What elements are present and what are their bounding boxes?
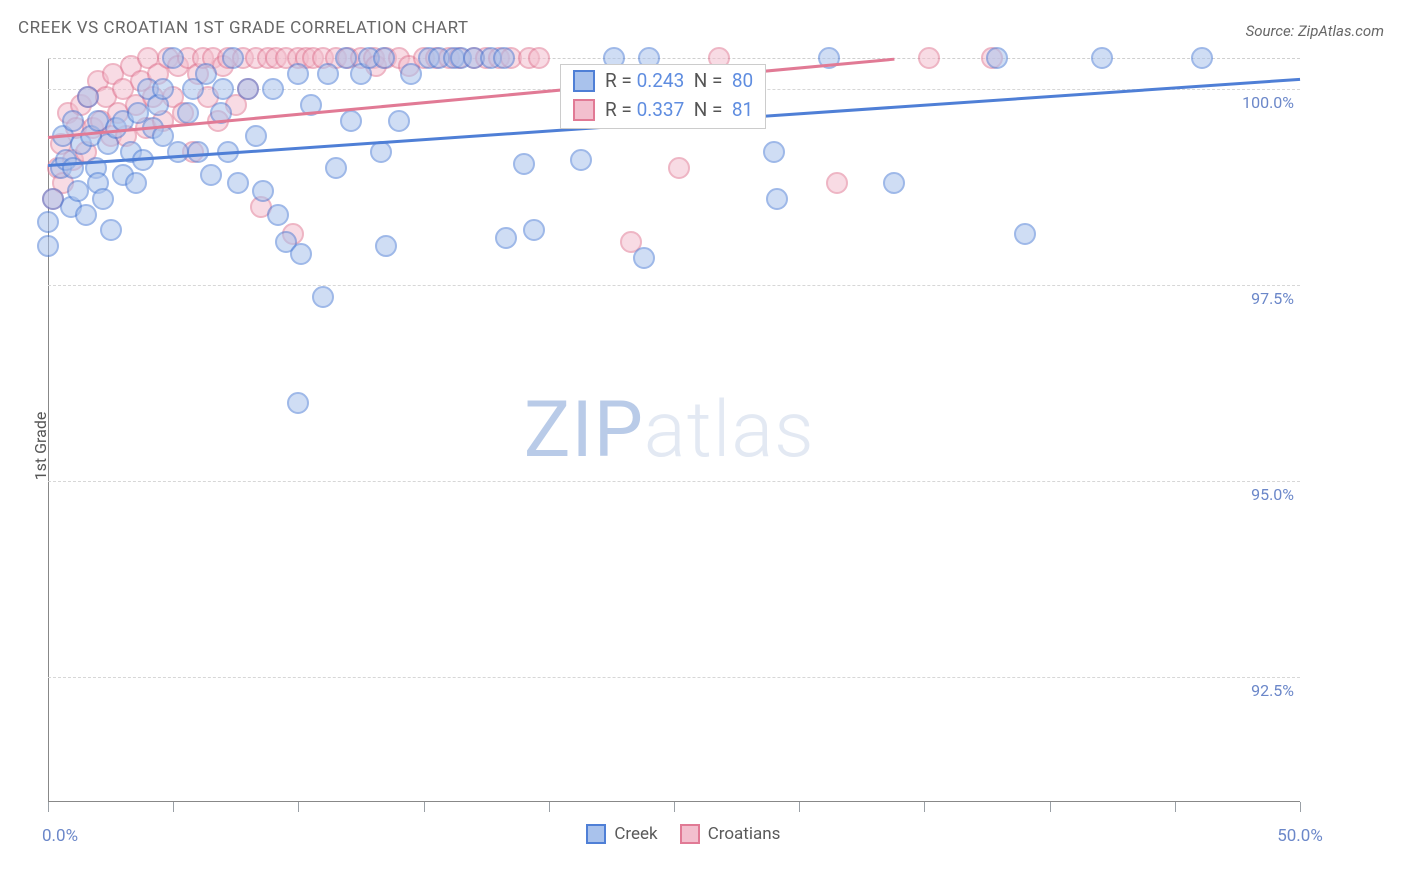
y-tick-label: 100.0% <box>1224 93 1294 112</box>
x-tick <box>799 802 800 812</box>
scatter-point-creek <box>1191 47 1213 69</box>
scatter-point-creek <box>287 63 309 85</box>
legend-swatch <box>586 824 606 844</box>
scatter-point-creek <box>340 110 362 132</box>
series-legend-item: Creek <box>586 824 657 844</box>
scatter-point-creek <box>373 47 395 69</box>
scatter-point-croatians <box>528 47 550 69</box>
scatter-point-creek <box>883 172 905 194</box>
scatter-point-creek <box>77 86 99 108</box>
scatter-point-creek <box>167 141 189 163</box>
scatter-point-creek <box>523 219 545 241</box>
scatter-point-creek <box>37 235 59 257</box>
x-tick <box>1175 802 1176 812</box>
scatter-point-creek <box>152 78 174 100</box>
scatter-point-croatians <box>826 172 848 194</box>
scatter-point-creek <box>267 204 289 226</box>
gridline-y <box>48 677 1300 678</box>
scatter-point-creek <box>495 227 517 249</box>
scatter-point-creek <box>262 78 284 100</box>
scatter-point-creek <box>237 78 259 100</box>
x-tick <box>173 802 174 812</box>
correlation-legend: R = 0.243 N = 80R = 0.337 N = 81 <box>560 64 766 129</box>
scatter-point-creek <box>100 219 122 241</box>
series-legend-label: Creek <box>614 824 657 844</box>
scatter-point-creek <box>200 164 222 186</box>
scatter-point-creek <box>177 102 199 124</box>
x-tick-label-left: 0.0% <box>42 826 78 846</box>
source-attribution: Source: ZipAtlas.com <box>1246 22 1384 40</box>
y-tick-label: 92.5% <box>1224 681 1294 700</box>
x-tick <box>424 802 425 812</box>
scatter-point-creek <box>513 153 535 175</box>
scatter-point-creek <box>252 180 274 202</box>
scatter-point-creek <box>37 211 59 233</box>
scatter-point-creek <box>62 157 84 179</box>
legend-text: R = 0.337 N = 81 <box>605 96 753 125</box>
x-tick <box>1300 802 1301 812</box>
scatter-point-creek <box>766 188 788 210</box>
scatter-point-creek <box>62 110 84 132</box>
scatter-point-croatians <box>918 47 940 69</box>
scatter-point-creek <box>1091 47 1113 69</box>
scatter-point-creek <box>222 47 244 69</box>
gridline-y <box>48 481 1300 482</box>
scatter-point-creek <box>92 188 114 210</box>
watermark: ZIPatlas <box>524 385 815 476</box>
x-tick <box>674 802 675 812</box>
scatter-point-creek <box>570 149 592 171</box>
scatter-point-creek <box>287 392 309 414</box>
series-legend-item: Croatians <box>680 824 781 844</box>
scatter-point-creek <box>195 63 217 85</box>
scatter-point-creek <box>125 172 147 194</box>
x-tick <box>1050 802 1051 812</box>
scatter-point-creek <box>388 110 410 132</box>
scatter-point-creek <box>763 141 785 163</box>
legend-text: R = 0.243 N = 80 <box>605 67 753 96</box>
series-legend: Creek Croatians <box>586 824 780 844</box>
scatter-point-creek <box>187 141 209 163</box>
scatter-point-creek <box>1014 223 1036 245</box>
scatter-point-creek <box>325 157 347 179</box>
y-tick-label: 95.0% <box>1224 485 1294 504</box>
legend-swatch <box>573 70 595 92</box>
x-tick <box>924 802 925 812</box>
legend-swatch <box>680 824 700 844</box>
chart-title: CREEK VS CROATIAN 1ST GRADE CORRELATION … <box>18 18 469 38</box>
gridline-y <box>48 285 1300 286</box>
scatter-point-creek <box>212 78 234 100</box>
x-tick <box>48 802 49 812</box>
scatter-point-creek <box>312 286 334 308</box>
scatter-point-creek <box>227 172 249 194</box>
series-legend-label: Croatians <box>708 824 781 844</box>
y-axis-label: 1st Grade <box>31 412 50 481</box>
correlation-legend-row: R = 0.243 N = 80 <box>573 67 753 96</box>
correlation-legend-row: R = 0.337 N = 81 <box>573 96 753 125</box>
scatter-point-creek <box>400 63 422 85</box>
x-tick-label-right: 50.0% <box>1277 826 1323 846</box>
scatter-point-creek <box>75 204 97 226</box>
scatter-point-creek <box>493 47 515 69</box>
scatter-point-creek <box>375 235 397 257</box>
scatter-point-creek <box>67 180 89 202</box>
scatter-point-creek <box>633 247 655 269</box>
y-tick-label: 97.5% <box>1224 289 1294 308</box>
x-tick <box>298 802 299 812</box>
scatter-point-creek <box>245 125 267 147</box>
scatter-point-croatians <box>668 157 690 179</box>
legend-swatch <box>573 99 595 121</box>
scatter-point-creek <box>162 47 184 69</box>
scatter-point-creek <box>290 243 312 265</box>
x-tick <box>549 802 550 812</box>
plot-area: ZIPatlas 92.5%95.0%97.5%100.0%0.0%50.0% <box>48 58 1300 802</box>
scatter-point-creek <box>986 47 1008 69</box>
scatter-point-creek <box>317 63 339 85</box>
